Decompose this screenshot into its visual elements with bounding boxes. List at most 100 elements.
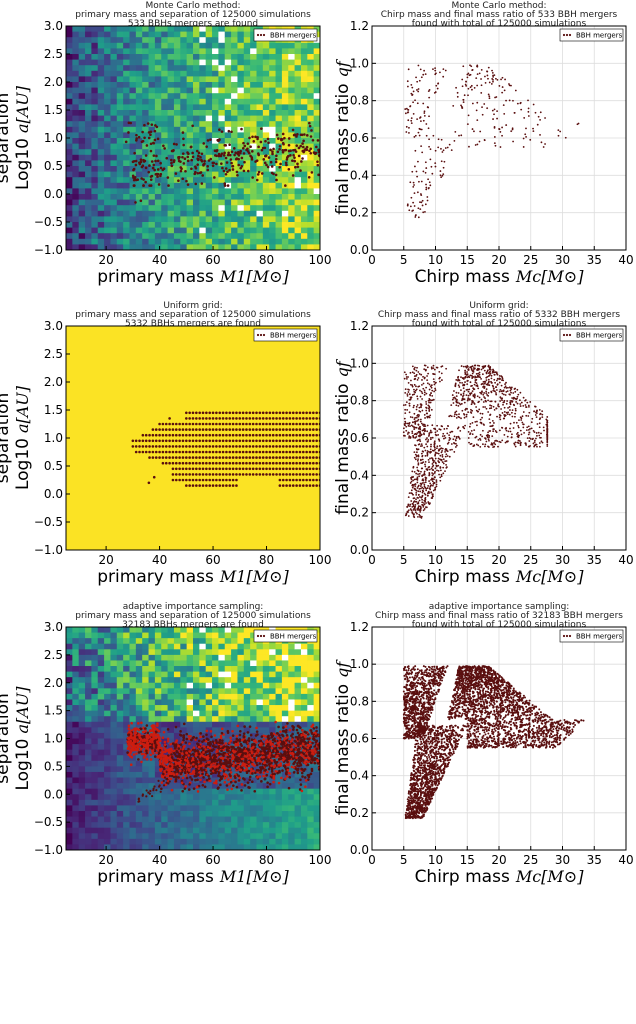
data-point — [218, 439, 222, 443]
heatmap-cell — [199, 233, 207, 240]
data-point — [411, 393, 414, 396]
data-point — [312, 473, 315, 476]
data-point — [467, 368, 470, 371]
data-point — [420, 452, 423, 455]
data-point — [417, 131, 420, 134]
data-point — [403, 371, 406, 374]
heatmap-cell — [78, 154, 86, 161]
data-point — [420, 443, 423, 446]
data-point — [414, 366, 416, 369]
heatmap-cell — [313, 110, 320, 117]
data-point — [439, 458, 441, 461]
data-point — [245, 456, 248, 459]
data-point — [541, 410, 544, 413]
heatmap-cell — [218, 104, 226, 111]
heatmap-cell — [186, 48, 194, 55]
heatmap-cell — [288, 199, 296, 206]
heatmap-cell — [269, 177, 277, 184]
data-point — [483, 392, 486, 394]
heatmap-cell — [110, 82, 118, 89]
heatmap-cell — [243, 199, 251, 206]
data-point — [420, 201, 423, 204]
heatmap-cell — [205, 171, 213, 178]
data-point — [498, 405, 500, 408]
data-point — [305, 411, 308, 415]
data-point — [407, 381, 410, 384]
data-point — [472, 416, 475, 419]
data-point — [131, 174, 135, 178]
data-point — [188, 445, 191, 448]
heatmap-cell — [294, 233, 302, 240]
data-point — [189, 145, 193, 149]
data-point — [285, 428, 288, 431]
chart-title-line: adaptive importance sampling: — [123, 602, 264, 612]
heatmap-cell — [307, 143, 315, 150]
data-point — [448, 143, 451, 146]
data-point — [302, 150, 306, 154]
heatmap-cell — [218, 182, 226, 189]
heatmap-cell — [243, 244, 251, 250]
data-point — [473, 396, 476, 399]
data-point — [455, 401, 458, 404]
heatmap-cell — [78, 70, 86, 77]
heatmap-cell — [205, 222, 213, 229]
heatmap-cell — [161, 37, 169, 44]
data-point — [291, 159, 294, 162]
heatmap-cell — [167, 48, 175, 55]
data-point — [430, 386, 433, 389]
ug-scatter-chirp-q: Uniform grid:Chirp mass and final mass r… — [333, 301, 634, 587]
data-point — [432, 459, 435, 462]
heatmap-cell — [180, 182, 188, 189]
heatmap-cell — [123, 182, 130, 189]
heatmap-cell — [212, 188, 219, 195]
heatmap-cell — [116, 48, 124, 55]
data-point — [164, 433, 168, 437]
heatmap-cell — [97, 760, 105, 767]
heatmap-cell — [167, 138, 175, 145]
data-point — [425, 406, 427, 409]
x-axis-label-math: M1[M⊙] — [219, 267, 290, 286]
heatmap-cell — [288, 149, 296, 156]
data-point — [427, 485, 430, 487]
data-point — [238, 433, 242, 437]
data-point — [156, 175, 159, 178]
heatmap-cell — [224, 59, 232, 66]
heatmap-cell — [142, 216, 150, 223]
data-point — [181, 450, 185, 454]
data-point — [436, 445, 439, 448]
data-point — [259, 140, 263, 144]
heatmap-cell — [173, 132, 181, 139]
heatmap-cell — [250, 188, 257, 195]
heatmap-cell — [78, 666, 86, 673]
data-point — [510, 84, 512, 87]
legend-marker — [565, 333, 569, 337]
x-tick-label: 20 — [98, 253, 113, 267]
heatmap-cell — [97, 138, 105, 145]
heatmap-cell — [85, 126, 92, 133]
heatmap-cell — [97, 677, 105, 684]
heatmap-cell — [104, 205, 111, 212]
data-point — [479, 412, 482, 415]
x-axis-label-text: primary mass — [97, 567, 214, 587]
heatmap-cell — [243, 110, 251, 117]
data-point — [484, 364, 487, 367]
heatmap-cell — [269, 126, 277, 133]
data-point — [419, 440, 422, 443]
data-point — [411, 470, 414, 473]
data-point — [198, 456, 201, 459]
heatmap-cell — [167, 93, 175, 100]
heatmap-cell — [72, 844, 80, 850]
data-point — [285, 450, 288, 454]
data-point — [426, 196, 429, 198]
data-point — [498, 390, 501, 393]
data-point — [425, 403, 428, 405]
data-point — [296, 165, 300, 169]
heatmap-cell — [205, 42, 213, 49]
data-point — [268, 450, 272, 454]
heatmap-cell — [129, 104, 137, 111]
data-point — [435, 447, 438, 450]
data-point — [285, 417, 288, 420]
heatmap-cell — [205, 98, 213, 105]
data-point — [481, 435, 484, 438]
data-point — [167, 184, 170, 187]
